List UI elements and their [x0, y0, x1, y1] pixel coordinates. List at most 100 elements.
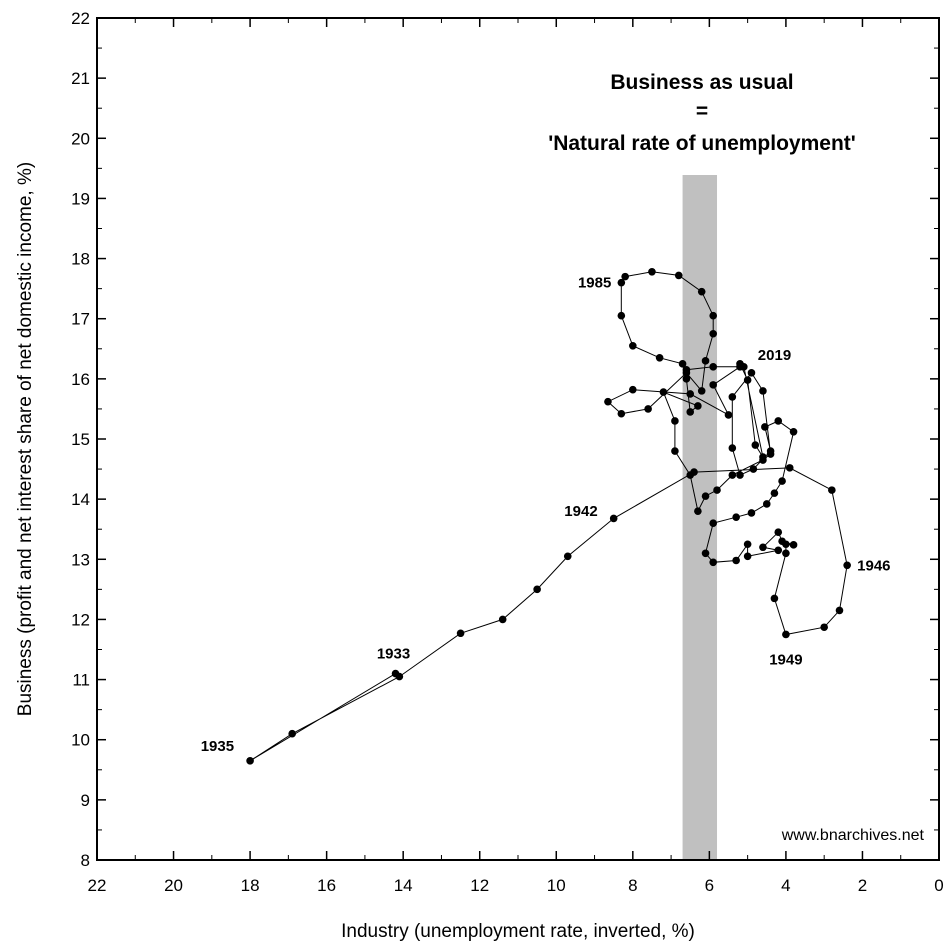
data-point: [709, 381, 717, 389]
data-point: [749, 465, 758, 473]
data-point: [498, 615, 507, 624]
data-point: [629, 341, 637, 350]
data-point: [728, 393, 737, 401]
data-point: [743, 376, 752, 384]
data-point: [533, 585, 541, 594]
annotation-background: [500, 54, 908, 175]
data-point: [761, 423, 769, 431]
y-tick-label: 21: [71, 69, 90, 88]
data-point: [778, 477, 786, 485]
x-tick-label: 14: [394, 876, 413, 895]
y-axis-title: Business (profit and net interest share …: [15, 162, 36, 716]
data-point: [743, 552, 752, 561]
data-point: [770, 489, 779, 497]
y-tick-label: 20: [71, 129, 90, 148]
x-tick-label: 16: [317, 876, 336, 895]
y-tick-label: 12: [71, 610, 90, 629]
year-label-1933: 1933: [377, 646, 410, 663]
data-point: [774, 417, 783, 425]
data-point: [736, 471, 744, 479]
x-tick-label: 8: [628, 876, 637, 895]
data-point: [709, 363, 717, 371]
y-tick-label: 17: [71, 310, 90, 329]
axis-tick-labels: 22 20 18 16 14 12 10 8 6 4 2 0891011121314151617181…: [71, 9, 944, 895]
data-point: [671, 447, 679, 455]
natural-rate-band: [682, 54, 718, 860]
data-point: [697, 387, 706, 395]
year-label-1935: 1935: [201, 738, 234, 755]
year-label-1985: 1985: [578, 275, 611, 292]
annotation-line-1: Business as usual: [610, 71, 793, 94]
data-point: [629, 385, 637, 394]
data-point: [835, 606, 844, 615]
data-point: [456, 629, 465, 638]
data-point: [617, 311, 626, 320]
data-point: [709, 558, 717, 567]
data-point: [740, 363, 748, 371]
y-tick-label: 13: [71, 550, 90, 569]
data-point: [701, 549, 710, 558]
x-tick-label: 6: [705, 876, 714, 895]
data-point: [659, 388, 668, 396]
data-point: [789, 541, 798, 549]
data-point: [617, 409, 626, 418]
data-point: [728, 471, 737, 479]
year-label-1949: 1949: [769, 651, 802, 668]
data-point: [789, 427, 798, 436]
data-point: [732, 556, 740, 565]
data-point: [709, 329, 717, 338]
data-point: [759, 387, 767, 395]
data-point: [709, 519, 717, 527]
data-point: [766, 450, 775, 458]
data-point: [621, 272, 629, 281]
data-point: [686, 408, 695, 416]
data-point: [674, 271, 683, 280]
data-point: [770, 594, 779, 603]
data-point: [724, 411, 733, 419]
axis-ticks: [96, 17, 940, 861]
x-tick-label: 18: [241, 876, 260, 895]
data-point: [609, 514, 618, 523]
x-tick-label: 20: [164, 876, 183, 895]
data-point: [701, 357, 710, 365]
data-point: [762, 500, 771, 508]
data-point: [671, 417, 679, 425]
y-tick-label: 19: [71, 189, 90, 208]
y-tick-label: 22: [71, 9, 90, 28]
data-point: [774, 528, 783, 537]
data-point: [828, 486, 836, 494]
data-point: [774, 546, 783, 555]
data-point: [395, 672, 404, 681]
data-point: [563, 552, 572, 561]
year-labels: 1935 1933 1942 1985 2019 1946 1949: [201, 275, 891, 755]
y-tick-label: 16: [71, 370, 90, 389]
data-point: [728, 444, 737, 452]
x-tick-label: 10: [547, 876, 566, 895]
data-point: [644, 405, 652, 413]
data-point: [785, 464, 794, 472]
annotation-line-2: =: [696, 100, 708, 123]
data-point: [778, 537, 786, 546]
x-tick-label: 2: [858, 876, 867, 895]
data-point: [682, 366, 691, 374]
data-point: [759, 453, 767, 461]
data-point: [697, 287, 706, 296]
y-tick-label: 15: [71, 430, 90, 449]
x-tick-label: 4: [781, 876, 790, 895]
data-point: [782, 549, 790, 558]
y-tick-label: 11: [72, 671, 90, 690]
year-label-1942: 1942: [564, 503, 597, 520]
y-tick-label: 8: [81, 851, 90, 870]
data-point: [843, 561, 851, 570]
data-point: [655, 354, 664, 362]
data-point: [747, 509, 756, 517]
year-label-2019: 2019: [758, 347, 791, 364]
x-tick-label: 12: [470, 876, 489, 895]
y-tick-label: 10: [71, 731, 90, 750]
data-point: [648, 268, 656, 276]
data-point: [743, 540, 752, 549]
x-tick-label: 22: [88, 876, 107, 895]
data-point: [751, 441, 760, 449]
data-point: [782, 630, 790, 639]
